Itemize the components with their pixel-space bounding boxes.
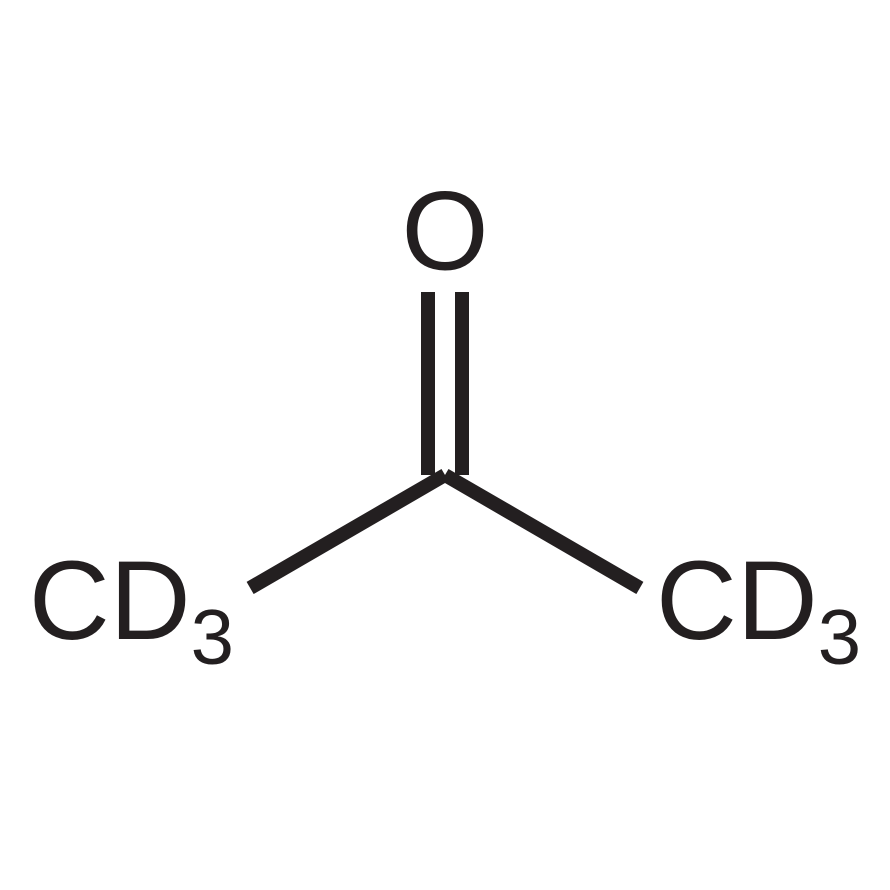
bond-line: [445, 475, 640, 588]
atom-label-left_c: CD3: [29, 538, 234, 681]
chemical-structure-diagram: O CD3 CD3: [0, 0, 890, 890]
atom-label-oxygen: O: [401, 169, 488, 294]
atom-label-right_c: CD3: [656, 538, 861, 681]
bond-line: [250, 475, 445, 588]
